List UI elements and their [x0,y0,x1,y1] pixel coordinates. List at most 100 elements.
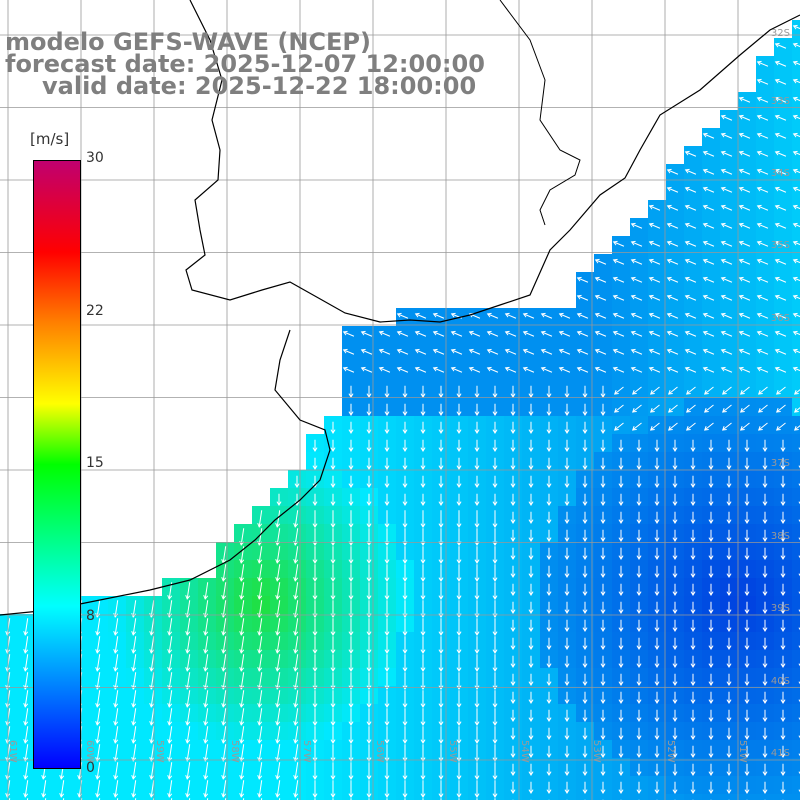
wind-arrow-head [762,573,768,578]
wind-arrow-head [654,519,660,524]
wind-arrow-head [167,594,173,600]
wind-arrow [739,133,751,139]
wind-arrow-head [774,78,780,84]
wind-arrow [487,349,499,355]
wind-arrow-head [456,465,462,470]
wind-arrow [668,404,678,413]
wind-arrow-head [780,627,786,632]
wind-arrow-head [702,186,708,192]
wind-arrow-head [203,702,209,708]
wind-arrow-head [402,775,408,780]
wind-arrow-head [492,411,498,416]
wind-arrow [739,97,751,103]
wind-arrow-head [726,465,732,470]
wind-arrow-head [774,114,780,120]
wind-arrow-head [744,609,750,614]
wind-arrow-head [293,594,299,600]
wind-arrow-head [384,649,390,654]
wind-arrow-head [576,330,582,336]
wind-arrow [150,654,155,671]
wind-arrow-head [720,258,726,264]
wind-arrow-head [774,312,780,318]
wind-arrow-head [600,753,606,758]
wind-arrow [204,672,209,689]
wind-arrow-head [703,390,709,395]
wind-arrow-head [275,558,281,564]
wind-arrow-head [438,739,444,744]
wind-arrow-head [762,789,768,794]
wind-arrow [132,618,137,635]
wind-arrow-head [546,699,552,704]
wind-arrow [775,151,787,157]
wind-arrow [685,367,697,373]
wind-arrow-head [420,523,426,528]
wind-arrow [793,349,800,354]
wind-arrow-head [438,667,444,672]
wind-arrow [361,331,373,337]
wind-arrow-head [648,258,654,264]
wind-arrow-head [185,720,191,726]
wind-arrow [487,313,499,319]
wind-arrow-head [630,330,636,336]
wind-arrow [96,600,101,617]
wind-arrow-head [672,537,678,542]
wind-arrow-head [510,789,516,794]
wind-arrow-head [744,483,750,488]
wind-arrow-head [312,649,318,654]
wind-arrow-head [528,519,534,524]
wind-arrow [559,367,571,373]
wind-arrow [222,546,227,563]
wind-arrow-head [149,630,155,636]
wind-cell [504,794,522,800]
wind-arrow-head [456,631,462,636]
wind-arrow [614,404,624,413]
wind-arrow [132,654,137,671]
wind-arrow-head [474,685,480,690]
wind-arrow-head [708,573,714,578]
wind-arrow-head [167,684,173,690]
wind-arrow [739,277,751,283]
wind-arrow-head [456,411,462,416]
wind-cell [522,794,540,800]
wind-arrow-head [474,559,480,564]
wind-arrow-head [792,258,798,264]
wind-arrow [150,744,155,761]
wind-arrow-head [113,792,119,798]
wind-arrow-head [528,609,534,614]
wind-arrow-head [167,666,173,672]
wind-arrow-head [636,519,642,524]
wind-arrow [42,780,47,797]
wind-arrow-head [239,594,245,600]
wind-arrow-head [600,501,606,506]
wind-arrow [132,690,137,707]
wind-arrow [433,313,445,319]
wind-arrow-head [540,348,546,354]
wind-arrow-head [330,703,336,708]
wind-arrow-head [456,523,462,528]
wind-arrow-head [276,501,282,506]
wind-arrow-head [420,501,426,506]
lon-label: 57W [301,740,312,763]
wind-arrow-head [564,393,570,398]
wind-arrow-head [95,630,101,636]
wind-arrow-head [221,630,227,636]
wind-arrow-head [510,681,516,686]
wind-arrow-head [690,483,696,488]
valid-date: valid date: 2025-12-22 18:00:00 [42,72,477,100]
wind-arrow-head [366,649,372,654]
wind-arrow-head [384,393,390,398]
wind-arrow [775,115,787,121]
wind-arrow-head [726,555,732,560]
wind-arrow-head [618,519,624,524]
wind-arrow-head [348,501,354,506]
wind-cell [576,794,594,800]
wind-arrow-head [492,649,498,654]
wind-arrow [415,331,427,337]
wind-arrow-head [149,702,155,708]
wind-arrow-head [528,393,534,398]
wind-arrow-head [420,559,426,564]
wind-arrow-head [528,645,534,650]
wind-arrow [703,241,715,247]
wind-arrow-head [654,447,660,452]
wind-arrow-head [510,645,516,650]
